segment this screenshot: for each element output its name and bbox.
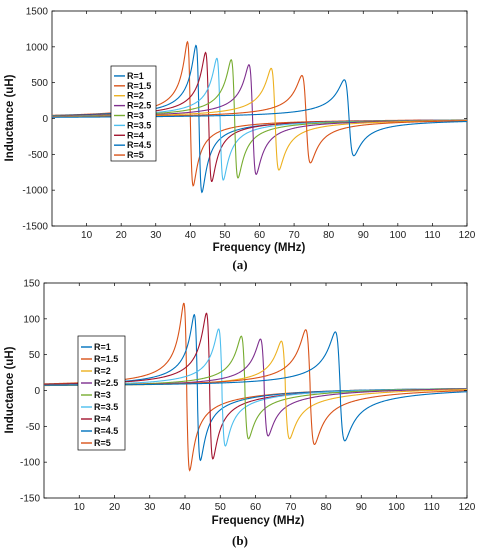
y-axis-label-a: Inductance (uH) <box>4 74 16 161</box>
x-tick-label: 60 <box>250 502 262 513</box>
legend-label: R=2.5 <box>94 378 118 388</box>
x-tick-label: 60 <box>254 230 266 241</box>
x-tick-label: 40 <box>185 230 197 241</box>
caption-a: (a) <box>232 257 247 272</box>
legend-label: R=2 <box>127 91 144 101</box>
x-tick-label: 70 <box>285 502 297 513</box>
legend-label: R=2.5 <box>127 101 151 111</box>
x-tick-label: 120 <box>459 502 476 513</box>
legend-label: R=3 <box>94 390 111 400</box>
legend-label: R=4.5 <box>94 426 118 436</box>
legend-label: R=4 <box>94 414 111 424</box>
x-tick-label: 100 <box>389 230 406 241</box>
x-tick-label: 90 <box>358 230 370 241</box>
tick-group-b: 10 20 30 40 50 60 70 80 90 100 110 120 -150 -100 -50 0 5… <box>20 279 476 514</box>
y-tick-label: 150 <box>23 279 40 290</box>
caption-b: (b) <box>232 533 248 548</box>
y-tick-label: -1000 <box>22 186 48 197</box>
y-tick-label: -1500 <box>22 222 48 233</box>
x-tick-label: 80 <box>320 502 332 513</box>
y-tick-label: 50 <box>29 350 41 361</box>
x-tick-label: 20 <box>116 230 128 241</box>
legend-b: R=1 R=1.5 R=2 R=2.5 R=3 R=3.5 R=4 R=4.5 R=5 <box>77 335 126 451</box>
x-tick-label: 80 <box>323 230 335 241</box>
legend-label: R=1.5 <box>127 81 151 91</box>
y-tick-label: -150 <box>20 494 40 505</box>
x-axis-label-a: Frequency (MHz) <box>213 242 306 254</box>
x-tick-label: 20 <box>109 502 121 513</box>
legend-label: R=1.5 <box>94 354 118 364</box>
x-tick-label: 30 <box>150 230 162 241</box>
y-tick-label: 0 <box>34 386 40 397</box>
y-tick-label: -500 <box>28 150 48 161</box>
y-tick-label: 1500 <box>26 7 49 18</box>
legend-label: R=5 <box>127 150 144 160</box>
chart-panel-a: 10 20 30 40 50 60 70 80 90 100 110 120 -1500 -1000 -50… <box>4 7 476 273</box>
chart-panel-b: 10 20 30 40 50 60 70 80 90 100 110 120 -150 -100 -50 0 5… <box>4 279 476 549</box>
x-tick-label: 40 <box>179 502 191 513</box>
x-tick-label: 30 <box>144 502 156 513</box>
y-tick-label: 1000 <box>26 42 49 53</box>
legend-label: R=3.5 <box>94 402 118 412</box>
x-tick-label: 10 <box>81 230 93 241</box>
y-tick-label: 0 <box>42 114 48 125</box>
y-tick-label: 500 <box>31 78 48 89</box>
tick-group-a: 10 20 30 40 50 60 70 80 90 100 110 120 -1500 -1000 -50… <box>22 7 475 242</box>
x-tick-label: 110 <box>424 230 440 241</box>
legend-label: R=3 <box>127 111 144 121</box>
legend-label: R=4 <box>127 130 144 140</box>
x-tick-label: 50 <box>215 502 227 513</box>
legend-a: R=1R=1.5R=2R=2.5R=3R=3.5R=4R=4.5R=5 <box>110 65 157 162</box>
y-tick-label: -100 <box>20 458 40 469</box>
x-tick-label: 70 <box>289 230 301 241</box>
x-tick-label: 100 <box>388 502 405 513</box>
x-tick-label: 120 <box>459 230 476 241</box>
y-tick-label: 100 <box>23 314 40 325</box>
legend-label: R=4.5 <box>127 140 151 150</box>
y-tick-label: -50 <box>26 422 41 433</box>
legend-label: R=5 <box>94 438 111 448</box>
x-tick-label: 50 <box>219 230 231 241</box>
legend-label: R=1 <box>94 342 111 352</box>
legend-label: R=1 <box>127 71 144 81</box>
x-axis-label-b: Frequency (MHz) <box>212 515 305 527</box>
x-tick-label: 110 <box>424 502 440 513</box>
legend-label: R=2 <box>94 366 111 376</box>
x-tick-label: 90 <box>356 502 368 513</box>
x-tick-label: 10 <box>74 502 86 513</box>
y-axis-label-b: Inductance (uH) <box>4 346 16 433</box>
legend-label: R=3.5 <box>127 120 151 130</box>
